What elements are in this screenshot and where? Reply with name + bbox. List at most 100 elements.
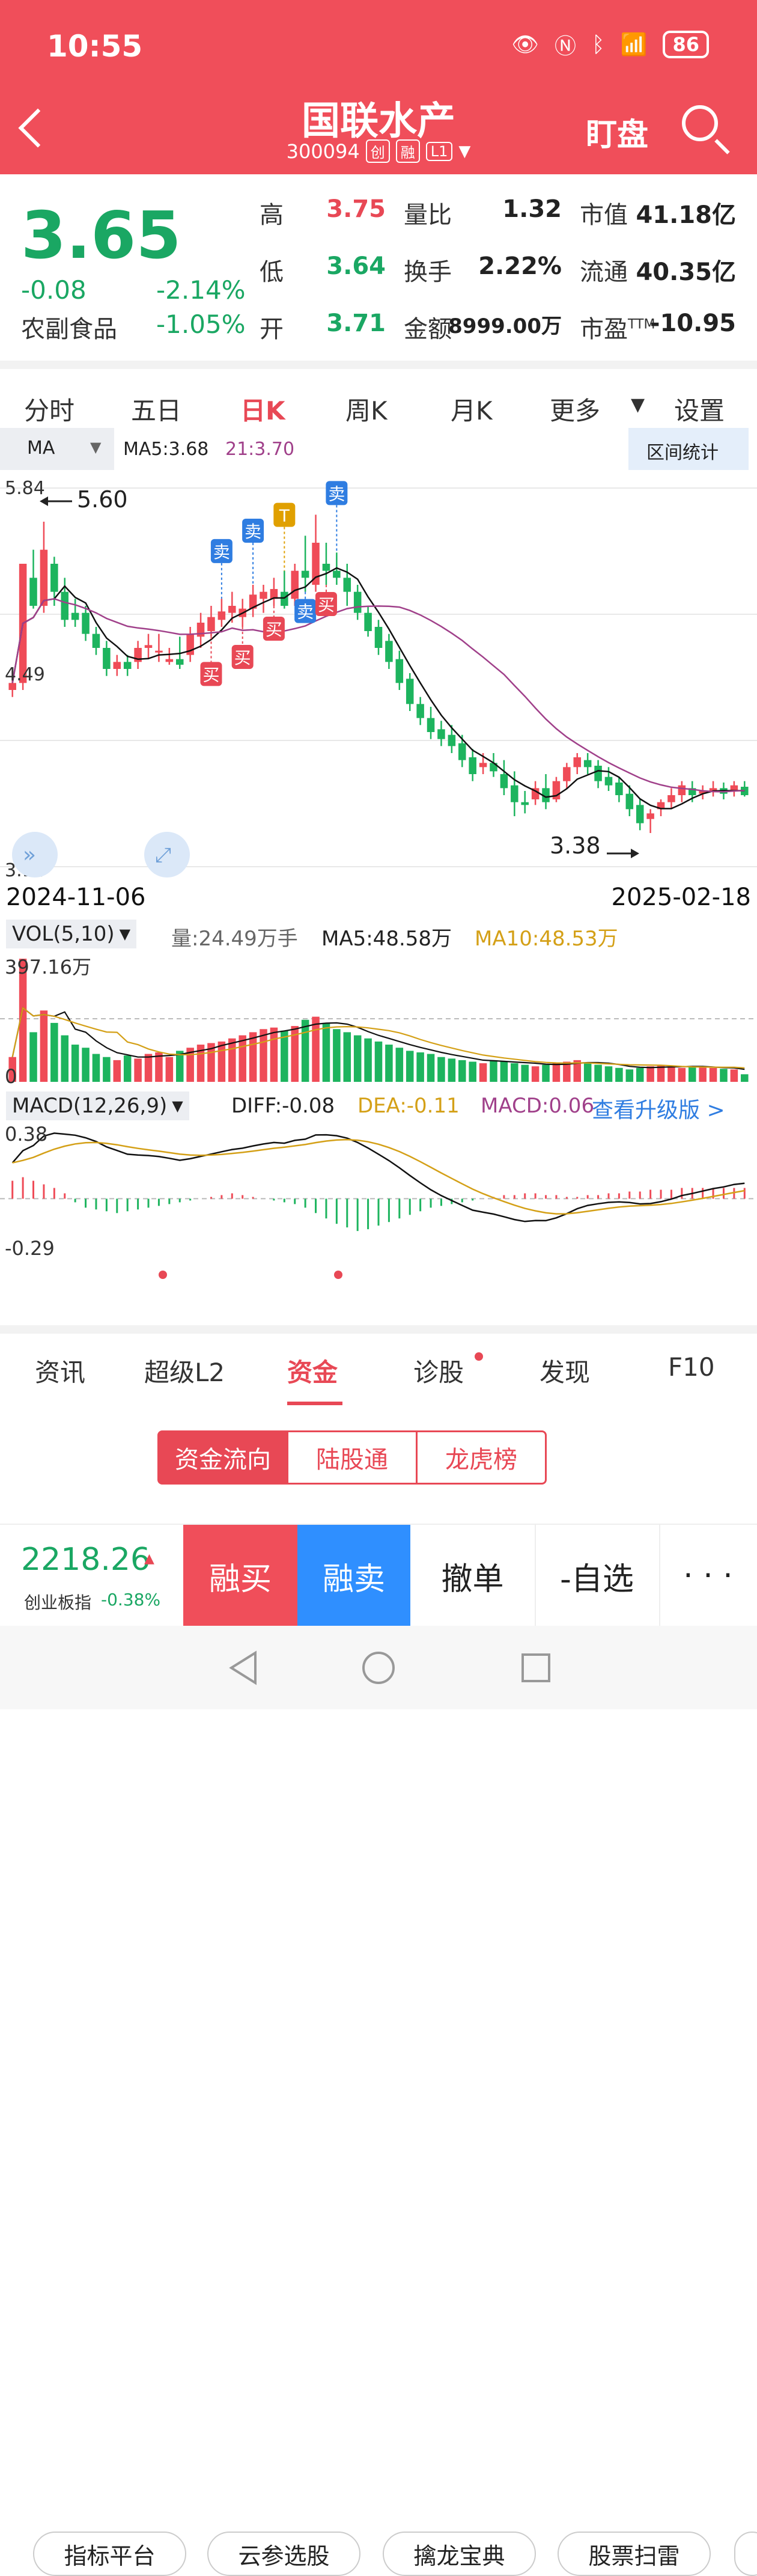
quote-value: 3.75 — [326, 195, 386, 223]
tab-super-l2[interactable]: 超级L2 — [144, 1358, 225, 1387]
tab-discover[interactable]: 发现 — [540, 1358, 591, 1387]
tab-intraday[interactable]: 分时 — [24, 396, 75, 426]
industry-name[interactable]: 农副食品 — [21, 316, 117, 343]
seg-hk-connect[interactable]: 陆股通 — [287, 1430, 418, 1485]
tab-more[interactable]: 更多 — [550, 396, 601, 426]
candle-body — [583, 760, 592, 768]
candle-body — [416, 704, 424, 718]
volume-bar — [709, 1067, 717, 1082]
cancel-order-button[interactable]: 撤单 — [410, 1525, 536, 1627]
volume-bar — [249, 1032, 257, 1082]
candle-body — [709, 788, 717, 791]
tab-settings[interactable]: 设置 — [674, 396, 725, 426]
candle-body — [374, 627, 383, 648]
fullscreen-icon[interactable]: ⤢ — [144, 832, 190, 877]
search-icon[interactable] — [682, 105, 718, 141]
margin-buy-button[interactable]: 融买 — [183, 1525, 297, 1627]
volume-bar — [741, 1074, 749, 1082]
quote-value: -10.95 — [649, 310, 736, 337]
quote-label: 低 — [260, 258, 284, 286]
candle-body — [196, 623, 205, 637]
tool-chips: 指标平台 云参选股 擒龙宝典 股票扫雷 — [0, 1262, 757, 2576]
stock-subtitle[interactable]: 300094 创 融 L1 ▼ — [0, 139, 757, 163]
volume-bar — [625, 1069, 634, 1082]
macd-y-bottom: -0.29 — [5, 1237, 55, 1260]
system-nav-bar — [0, 1626, 757, 1709]
volume-chart: 397.16万 0 — [0, 956, 757, 1088]
ma-selector[interactable]: MA ▼ — [0, 428, 114, 470]
tab-f10[interactable]: F10 — [668, 1352, 715, 1382]
chip-stock-scan[interactable]: 股票扫雷 — [558, 2532, 711, 2576]
volume-bar — [40, 1010, 48, 1082]
nav-home-icon[interactable] — [362, 1652, 395, 1684]
index-value[interactable]: 2218.26 — [21, 1542, 151, 1578]
candle-body — [61, 591, 69, 620]
active-tab-indicator — [287, 1402, 342, 1405]
margin-sell-button[interactable]: 融卖 — [297, 1525, 410, 1627]
more-dropdown-icon[interactable]: ▼ — [631, 394, 645, 415]
tab-diagnosis[interactable]: 诊股 — [413, 1358, 464, 1387]
candle-body — [573, 757, 582, 768]
chip-more[interactable] — [734, 2532, 757, 2576]
eye-icon: 👁 — [511, 32, 540, 57]
volume-bar — [29, 1032, 37, 1082]
nav-recents-icon[interactable] — [521, 1653, 550, 1682]
dea-line — [12, 1138, 745, 1215]
tab-capital[interactable]: 资金 — [287, 1358, 338, 1387]
volume-bar — [552, 1063, 561, 1082]
volume-bar — [228, 1038, 236, 1082]
tab-monthly-k[interactable]: 月K — [451, 396, 493, 426]
date-start: 2024-11-06 — [6, 884, 146, 911]
high-note: 5.60 — [77, 486, 128, 513]
quote-value: 8999.00万 — [448, 314, 562, 338]
remove-watchlist-button[interactable]: -自选 — [535, 1525, 660, 1627]
tab-daily-k[interactable]: 日K — [240, 391, 285, 441]
expand-left-icon[interactable]: » — [12, 832, 58, 877]
vol-selector[interactable]: VOL(5,10) ▼ — [6, 920, 137, 948]
tab-notify-dot — [475, 1352, 483, 1361]
volume-bar — [260, 1029, 267, 1082]
candle-body — [165, 659, 174, 662]
candle-body — [437, 729, 445, 739]
chip-indicator-platform[interactable]: 指标平台 — [33, 2532, 186, 2576]
index-name: 创业板指 — [24, 1593, 92, 1613]
quote-label: 流通 — [580, 258, 628, 286]
upgrade-link[interactable]: 查看升级版 > — [592, 1098, 725, 1123]
candle-body — [511, 785, 518, 802]
watch-button[interactable]: 盯盘 — [586, 117, 649, 153]
tab-news[interactable]: 资讯 — [35, 1358, 86, 1387]
nav-back-icon[interactable] — [229, 1650, 257, 1685]
signal-label: 买 — [202, 665, 219, 685]
app-header: 10:55 👁 Ⓝ ᛒ 📶 86 国联水产 300094 创 融 L1 ▼ 盯盘 — [0, 0, 757, 174]
candle-body — [364, 612, 372, 631]
range-stats-button[interactable]: 区间统计 — [628, 428, 749, 470]
volume-bar — [281, 1030, 288, 1082]
date-end: 2025-02-18 — [611, 884, 751, 911]
candle-body — [678, 785, 686, 795]
battery-indicator: 86 — [663, 31, 709, 58]
chip-dragon-guide[interactable]: 擒龙宝典 — [383, 2532, 536, 2576]
signal-badge — [210, 539, 233, 563]
tab-five-day[interactable]: 五日 — [131, 396, 182, 426]
tab-weekly-k[interactable]: 周K — [345, 396, 388, 426]
nfc-icon: Ⓝ — [555, 34, 577, 59]
wifi-icon: 📶 — [620, 32, 648, 57]
signal-label: 卖 — [297, 602, 314, 622]
candle-body — [636, 805, 644, 823]
signal-badge — [242, 519, 264, 543]
more-button[interactable]: · · · — [683, 1558, 733, 1594]
seg-dragon-tiger[interactable]: 龙虎榜 — [416, 1430, 547, 1485]
seg-capital-flow[interactable]: 资金流向 — [157, 1430, 288, 1485]
macd-selector[interactable]: MACD(12,26,9) ▼ — [6, 1091, 189, 1120]
chip-stock-picker[interactable]: 云参选股 — [207, 2532, 360, 2576]
kline-ma-lines — [11, 567, 745, 810]
signal-label: 买 — [318, 595, 335, 615]
volume-bar — [437, 1057, 445, 1082]
svg-text:»: » — [23, 843, 36, 867]
volume-bar — [604, 1066, 613, 1082]
volume-bar — [490, 1060, 497, 1082]
quote-value: 2.22% — [478, 252, 562, 280]
quote-label: 市值 — [580, 201, 628, 229]
ma21-value: 21:3.70 — [225, 439, 295, 460]
